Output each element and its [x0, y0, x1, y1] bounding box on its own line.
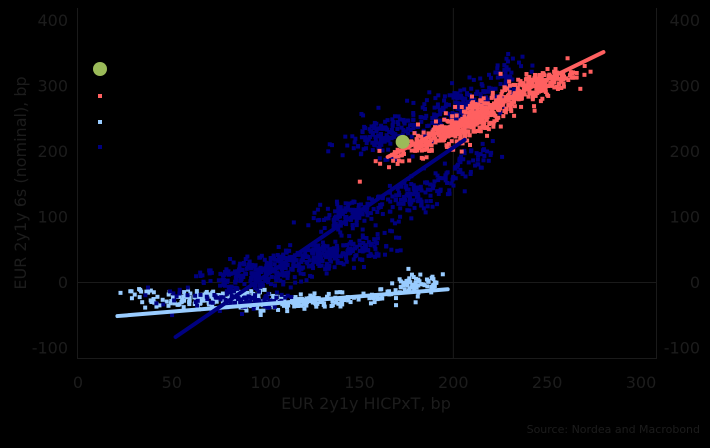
x-tick-label: 0	[73, 373, 83, 392]
y-axis-ticks-left: -100 0 100 200 300 400	[32, 11, 68, 358]
latest-point	[395, 134, 410, 149]
legend-entry-red-regime	[98, 94, 102, 98]
x-tick-label: 200	[438, 373, 469, 392]
axes	[77, 8, 657, 359]
y-tick-label: 0	[58, 273, 68, 292]
y-tick-label: 100	[37, 208, 68, 227]
regression-line-red-regime	[385, 50, 606, 159]
x-tick-label: 250	[532, 373, 563, 392]
legend-entry-light-blue-regime	[98, 120, 102, 124]
y-tick-label: 400	[37, 11, 68, 30]
legend-marker-circle-icon	[93, 62, 107, 76]
y-tick-label: 300	[37, 77, 68, 96]
y-tick-label: 200	[37, 142, 68, 161]
legend	[93, 62, 107, 149]
x-tick-label: 300	[626, 373, 657, 392]
y-tick-label-right: 200	[669, 142, 700, 161]
x-axis-label: EUR 2y1y HICPxT, bp	[281, 394, 451, 413]
legend-marker-square-icon	[98, 94, 102, 98]
regression-lines	[115, 50, 606, 340]
regression-line-dark-blue-regime	[173, 137, 467, 340]
latest-marker	[395, 134, 410, 149]
legend-entry-latest	[93, 62, 107, 76]
legend-marker-square-icon	[98, 145, 102, 149]
legend-entry-dark-blue-regime	[98, 145, 102, 149]
source-note: Source: Nordea and Macrobond	[527, 423, 700, 436]
y-tick-label-right: 300	[669, 77, 700, 96]
legend-marker-square-icon	[98, 120, 102, 124]
y-axis-ticks-right: -100 0 100 200 300 400	[664, 11, 700, 358]
y-tick-label-right: 0	[690, 273, 700, 292]
x-tick-label: 150	[344, 373, 375, 392]
x-tick-label: 50	[162, 373, 182, 392]
scatter-points	[118, 51, 593, 318]
y-axis-label: EUR 2y1y 6s (nominal), bp	[11, 76, 30, 289]
y-tick-label-right: -100	[664, 339, 700, 358]
series-dark-blue-regime	[143, 51, 535, 318]
y-tick-label: -100	[32, 339, 68, 358]
regression-line-light-blue-regime	[115, 287, 450, 319]
x-tick-label: 100	[250, 373, 281, 392]
x-axis-ticks: 0 50 100 150 200 250 300	[73, 373, 656, 392]
y-tick-label-right: 100	[669, 208, 700, 227]
y-tick-label-right: 400	[669, 11, 700, 30]
